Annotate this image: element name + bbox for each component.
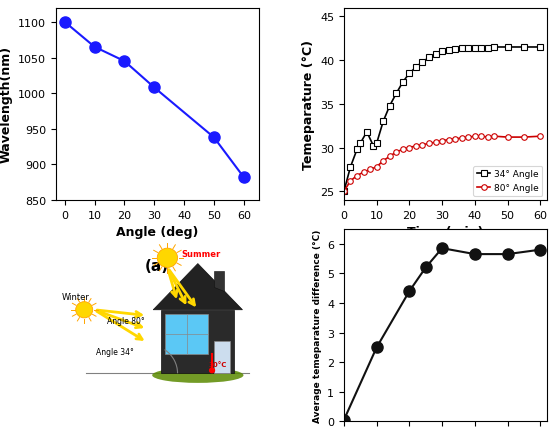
34° Angle: [504, 45, 511, 50]
80° Angle: [412, 144, 419, 149]
34° Angle: [484, 46, 491, 51]
34° Angle: [373, 141, 380, 147]
Text: (c): (c): [146, 429, 169, 430]
X-axis label: Time (min): Time (min): [407, 226, 484, 239]
80° Angle: [393, 150, 400, 155]
80° Angle: [504, 135, 511, 140]
34° Angle: [380, 120, 387, 125]
Ellipse shape: [152, 368, 243, 383]
80° Angle: [419, 143, 426, 148]
34° Angle: [412, 65, 419, 71]
80° Angle: [537, 134, 543, 139]
80° Angle: [426, 141, 432, 147]
34° Angle: [478, 46, 485, 51]
80° Angle: [521, 135, 527, 140]
34° Angle: [521, 45, 527, 50]
80° Angle: [400, 147, 406, 153]
34° Angle: [491, 45, 498, 50]
34° Angle: [354, 147, 360, 153]
Y-axis label: Wavelength(nm): Wavelength(nm): [0, 46, 12, 163]
34° Angle: [393, 92, 400, 97]
34° Angle: [426, 56, 432, 61]
34° Angle: [459, 46, 465, 51]
Text: 30°C: 30°C: [209, 361, 227, 367]
80° Angle: [354, 174, 360, 179]
34° Angle: [370, 144, 377, 149]
Text: (a): (a): [145, 258, 169, 273]
Text: Summer: Summer: [181, 250, 221, 259]
80° Angle: [367, 167, 373, 172]
34° Angle: [465, 46, 472, 51]
80° Angle: [406, 146, 413, 151]
80° Angle: [347, 179, 354, 184]
Line: 80° Angle: 80° Angle: [341, 134, 543, 195]
34° Angle: [406, 71, 413, 77]
34° Angle: [537, 45, 543, 50]
Legend: 34° Angle, 80° Angle: 34° Angle, 80° Angle: [473, 166, 542, 196]
80° Angle: [340, 189, 347, 194]
80° Angle: [459, 136, 465, 141]
Polygon shape: [214, 341, 230, 373]
Polygon shape: [153, 264, 243, 310]
34° Angle: [439, 49, 445, 55]
80° Angle: [484, 135, 491, 140]
80° Angle: [432, 141, 439, 146]
80° Angle: [373, 165, 380, 170]
34° Angle: [419, 60, 426, 65]
80° Angle: [465, 135, 472, 140]
80° Angle: [491, 134, 498, 139]
Circle shape: [210, 368, 214, 373]
80° Angle: [386, 154, 393, 160]
80° Angle: [439, 138, 445, 144]
34° Angle: [386, 104, 393, 109]
34° Angle: [357, 141, 364, 147]
Text: (b): (b): [433, 258, 458, 273]
Polygon shape: [161, 310, 234, 373]
80° Angle: [360, 170, 367, 175]
80° Angle: [380, 159, 387, 164]
Y-axis label: Temeparature (°C): Temeparature (°C): [301, 40, 315, 169]
X-axis label: Angle (deg): Angle (deg): [116, 226, 199, 239]
34° Angle: [400, 80, 406, 86]
Text: Angle 34°: Angle 34°: [97, 347, 134, 356]
Circle shape: [157, 249, 177, 268]
34° Angle: [445, 49, 452, 54]
Line: 34° Angle: 34° Angle: [341, 45, 543, 195]
Polygon shape: [165, 314, 208, 354]
Text: Angle 80°: Angle 80°: [107, 316, 145, 326]
Text: Winter: Winter: [62, 292, 90, 301]
34° Angle: [432, 52, 439, 58]
80° Angle: [478, 134, 485, 139]
34° Angle: [363, 130, 370, 135]
80° Angle: [445, 138, 452, 143]
80° Angle: [452, 137, 459, 142]
80° Angle: [472, 134, 478, 139]
Circle shape: [76, 302, 93, 318]
34° Angle: [347, 165, 354, 170]
34° Angle: [452, 47, 459, 52]
34° Angle: [340, 189, 347, 194]
Y-axis label: Average temeparature difference (°C): Average temeparature difference (°C): [312, 229, 321, 422]
34° Angle: [472, 46, 478, 51]
Polygon shape: [214, 272, 224, 291]
